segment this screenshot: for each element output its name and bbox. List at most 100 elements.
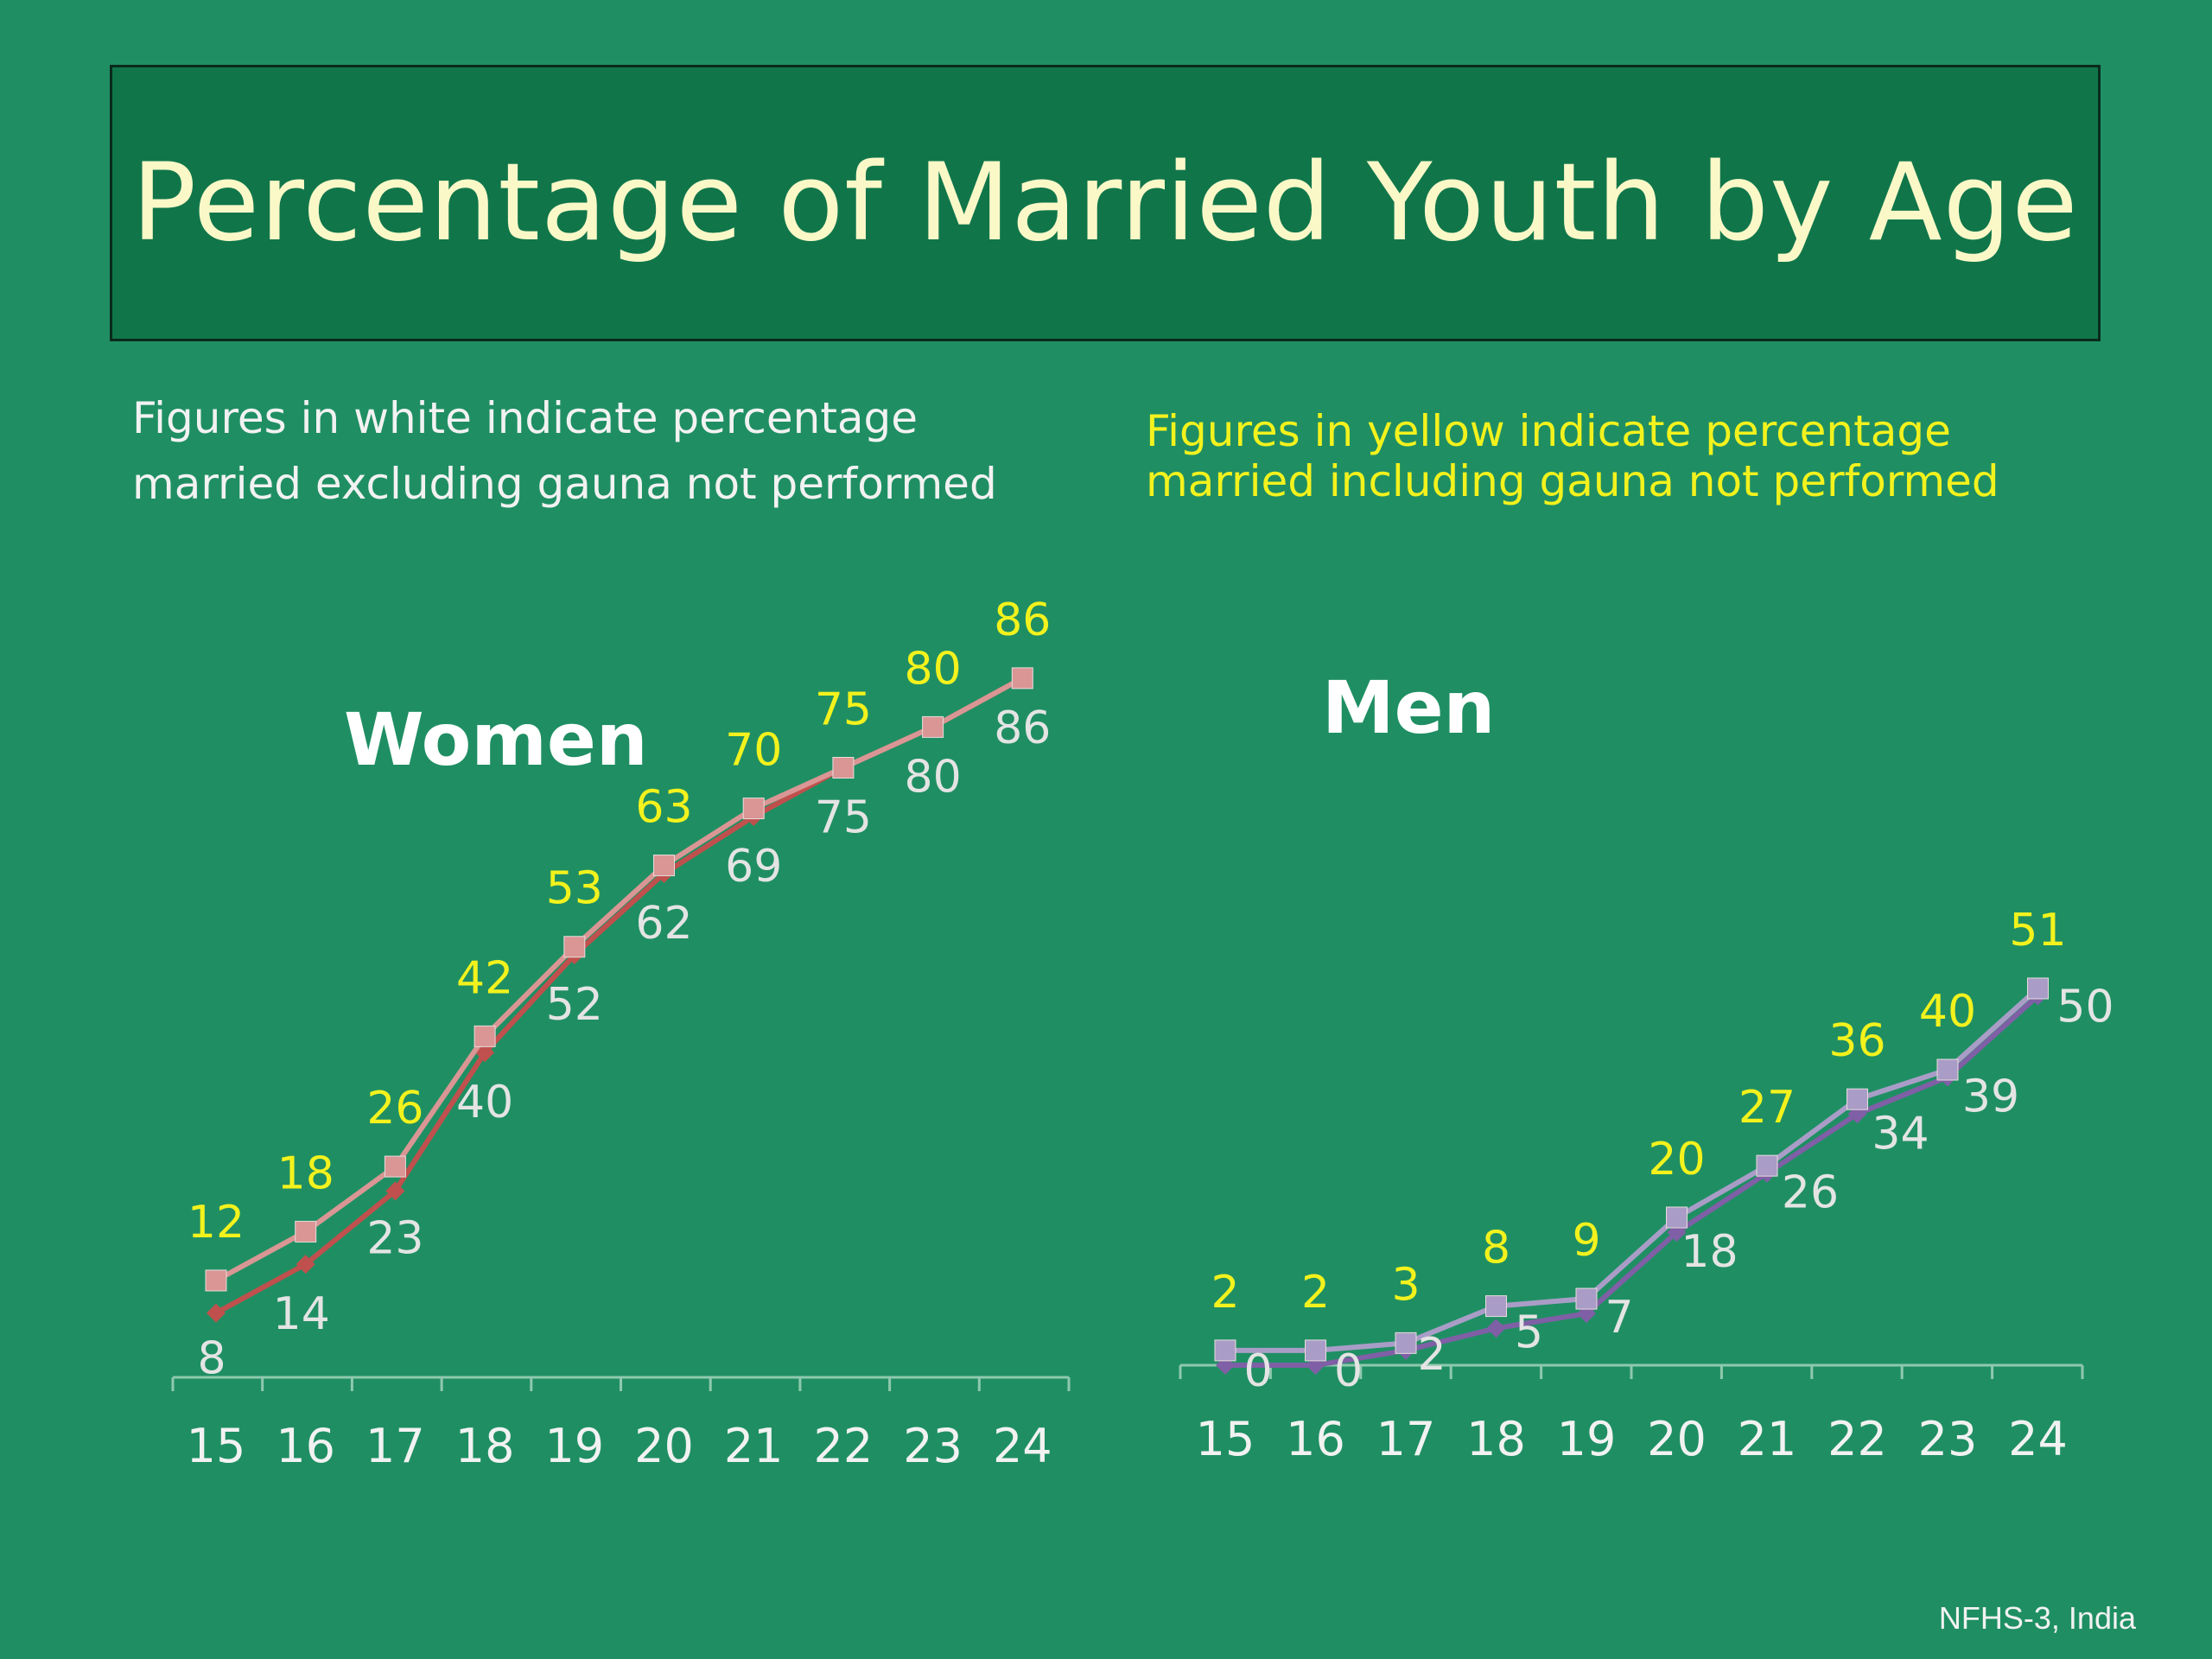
women-x-tick-label: 21: [724, 1419, 784, 1473]
men-data-label-white: 7: [1605, 1292, 1633, 1344]
page-title: Percentage of Married Youth by Age: [131, 141, 2079, 265]
women-point-yellow: [563, 936, 586, 958]
men-x-tick-label: 18: [1466, 1412, 1526, 1466]
women-data-label-white: 69: [725, 841, 782, 893]
men-x-tick-label: 16: [1286, 1412, 1345, 1466]
men-x-tick-label: 21: [1738, 1412, 1797, 1466]
men-data-label-white: 50: [2056, 982, 2113, 1033]
men-series-line-white: [1225, 994, 2040, 1368]
women-data-label-yellow: 53: [546, 863, 603, 915]
women-data-label-yellow: 86: [994, 594, 1051, 646]
men-point-yellow: [1847, 1088, 1868, 1110]
women-data-label-yellow: 70: [725, 725, 782, 777]
women-x-tick-label: 18: [455, 1419, 515, 1473]
women-data-label-yellow: 26: [366, 1083, 423, 1135]
women-point-white: [207, 1303, 226, 1323]
women-data-label-white: 23: [366, 1212, 423, 1264]
women-point-yellow: [742, 798, 765, 820]
women-point-yellow: [205, 1269, 227, 1292]
men-point-yellow: [1395, 1332, 1417, 1354]
men-data-label-white: 39: [1962, 1071, 2019, 1123]
men-point-yellow: [1666, 1206, 1688, 1229]
women-point-white: [296, 1255, 315, 1274]
men-point-yellow: [1214, 1339, 1236, 1362]
men-data-label-white: 0: [1243, 1345, 1272, 1397]
men-x-tick-label: 17: [1376, 1412, 1436, 1466]
men-x-tick-label: 23: [1918, 1412, 1978, 1466]
women-x-tick-label: 16: [276, 1419, 335, 1473]
men-data-label-yellow: 2: [1211, 1267, 1239, 1319]
women-point-yellow: [653, 855, 675, 877]
men-data-label-yellow: 3: [1391, 1259, 1420, 1311]
women-x-tick-label: 20: [634, 1419, 694, 1473]
women-x-tick-label: 15: [187, 1419, 246, 1473]
women-data-label-yellow: 42: [456, 952, 513, 1004]
men-data-label-yellow: 27: [1738, 1082, 1796, 1134]
men-data-label-white: 0: [1334, 1345, 1363, 1397]
men-x-tick-label: 20: [1647, 1412, 1707, 1466]
women-data-label-white: 52: [546, 979, 603, 1031]
women-x-tick-label: 24: [993, 1419, 1052, 1473]
note-yellow-line-1: Figures in yellow indicate percentage: [1146, 406, 1951, 456]
men-x-tick-label: 15: [1196, 1412, 1255, 1466]
women-panel-title: Women: [344, 697, 648, 782]
men-data-label-white: 18: [1681, 1226, 1738, 1278]
note-white: Figures in white indicate percentage mar…: [132, 385, 997, 517]
source-note: NFHS-3, India: [1938, 1600, 2136, 1636]
men-x-tick-label: 22: [1827, 1412, 1887, 1466]
men-point-yellow: [1936, 1058, 1959, 1081]
women-point-white: [475, 1043, 495, 1063]
men-data-label-white: 2: [1417, 1329, 1446, 1381]
women-point-yellow: [474, 1025, 496, 1047]
men-point-yellow: [1756, 1154, 1778, 1177]
men-series-line-yellow: [1225, 986, 2040, 1353]
women-data-label-yellow: 12: [188, 1197, 245, 1249]
men-point-yellow: [1575, 1287, 1598, 1310]
women-point-yellow: [832, 757, 855, 779]
men-x-tick-label: 19: [1557, 1412, 1617, 1466]
men-data-label-yellow: 8: [1482, 1223, 1510, 1274]
men-point-yellow: [1305, 1339, 1326, 1362]
women-series-line-yellow: [214, 676, 1024, 1283]
men-data-label-yellow: 2: [1301, 1267, 1330, 1319]
women-x-tick-label: 23: [903, 1419, 963, 1473]
men-point-white: [1486, 1319, 1506, 1338]
men-data-label-white: 34: [1872, 1108, 1929, 1160]
women-data-label-yellow: 75: [815, 684, 872, 736]
women-data-label-yellow: 63: [635, 782, 692, 834]
women-x-tick-label: 17: [365, 1419, 425, 1473]
women-data-label-yellow: 80: [905, 643, 962, 695]
women-point-yellow: [1011, 667, 1033, 690]
men-panel-title: Men: [1322, 665, 1495, 750]
women-point-yellow: [384, 1155, 406, 1178]
women-x-tick-label: 19: [544, 1419, 604, 1473]
men-data-label-white: 26: [1782, 1167, 1839, 1219]
women-data-label-white: 40: [456, 1077, 513, 1128]
women-data-label-white: 75: [815, 792, 872, 844]
men-data-label-yellow: 40: [1919, 986, 1976, 1038]
women-data-label-white: 62: [635, 898, 692, 950]
men-point-yellow: [2027, 977, 2049, 1000]
women-data-label-white: 14: [273, 1288, 330, 1340]
note-white-line-2: married excluding gauna not performed: [132, 459, 997, 509]
women-data-label-white: 86: [994, 702, 1051, 754]
men-point-yellow: [1485, 1295, 1507, 1318]
men-x-tick-label: 24: [2008, 1412, 2068, 1466]
women-data-label-yellow: 18: [277, 1147, 334, 1199]
women-data-label-white: 80: [905, 751, 962, 803]
title-box: Percentage of Married Youth by Age: [110, 65, 2101, 341]
women-data-label-white: 8: [197, 1333, 226, 1385]
women-point-yellow: [922, 715, 944, 738]
women-point-white: [385, 1181, 405, 1201]
note-yellow-line-2: married including gauna not performed: [1146, 456, 1999, 506]
women-point-yellow: [295, 1220, 317, 1243]
men-data-label-white: 5: [1515, 1306, 1543, 1358]
men-data-label-yellow: 51: [2009, 905, 2066, 957]
men-data-label-yellow: 9: [1572, 1215, 1600, 1267]
note-yellow: Figures in yellow indicate percentage ma…: [1146, 406, 1999, 506]
men-data-label-yellow: 36: [1828, 1015, 1885, 1067]
women-x-tick-label: 22: [814, 1419, 874, 1473]
note-white-line-1: Figures in white indicate percentage: [132, 393, 918, 443]
men-data-label-yellow: 20: [1648, 1134, 1705, 1185]
